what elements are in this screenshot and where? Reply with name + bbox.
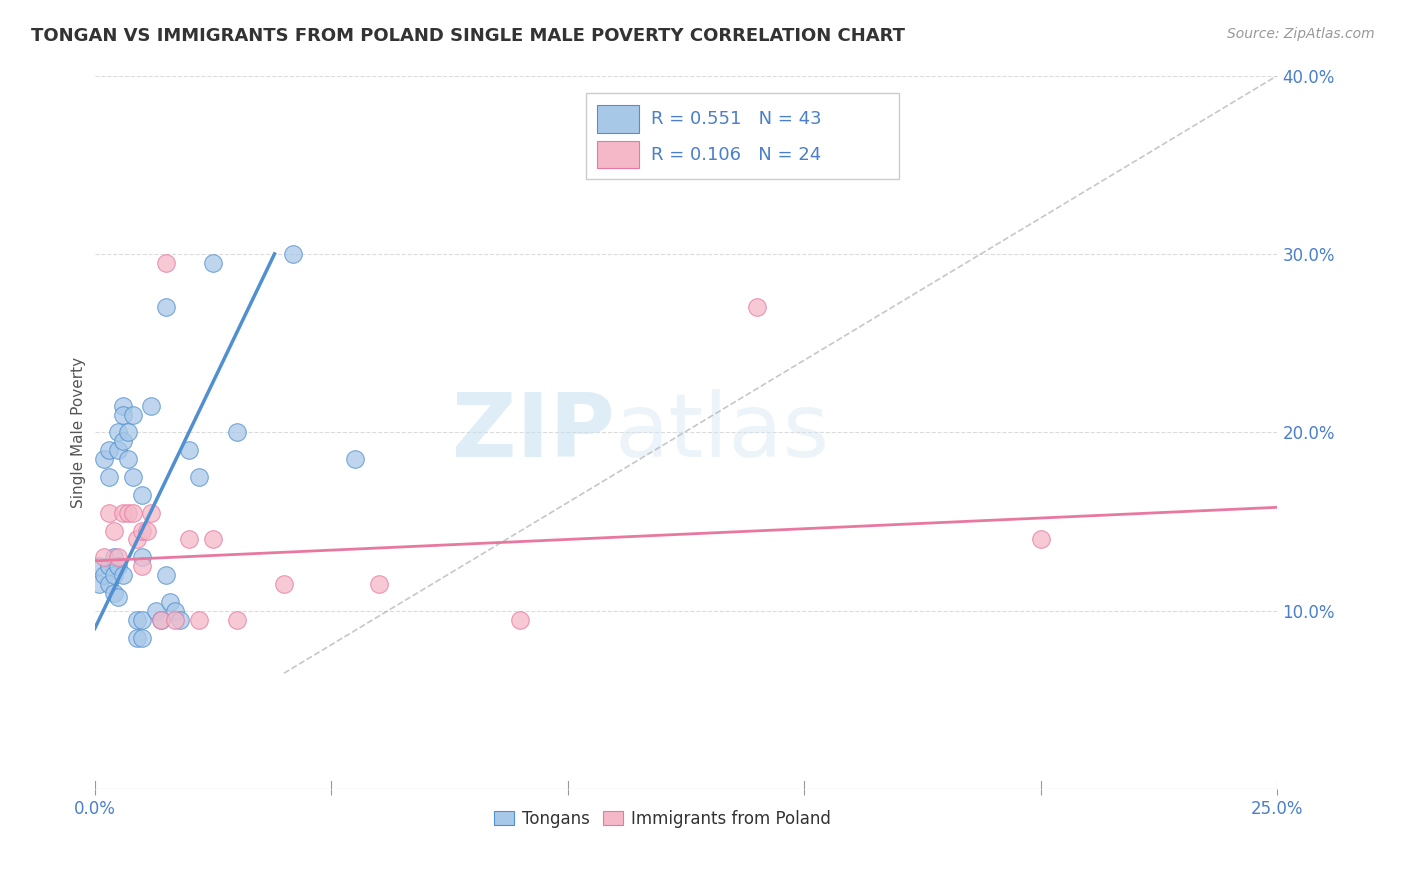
- Text: R = 0.551   N = 43: R = 0.551 N = 43: [651, 110, 821, 128]
- Point: [201, 256, 224, 270]
- Point: [117, 425, 139, 440]
- Point: [121, 408, 143, 422]
- Point: [131, 524, 153, 538]
- Point: [187, 470, 209, 484]
- Point: [112, 568, 135, 582]
- Point: [127, 613, 149, 627]
- Point: [107, 590, 129, 604]
- Point: [97, 559, 120, 574]
- Point: [131, 488, 153, 502]
- Point: [89, 577, 111, 591]
- Point: [159, 595, 181, 609]
- Point: [112, 399, 135, 413]
- Point: [127, 631, 149, 645]
- Point: [509, 613, 531, 627]
- Point: [103, 568, 125, 582]
- Point: [103, 550, 125, 565]
- Point: [131, 613, 153, 627]
- Point: [165, 604, 187, 618]
- Point: [145, 604, 167, 618]
- Text: atlas: atlas: [614, 389, 830, 475]
- Point: [117, 452, 139, 467]
- Point: [112, 506, 135, 520]
- Point: [107, 559, 129, 574]
- Point: [97, 443, 120, 458]
- Point: [112, 434, 135, 449]
- Text: R = 0.106   N = 24: R = 0.106 N = 24: [651, 145, 821, 164]
- Point: [187, 613, 209, 627]
- Point: [367, 577, 389, 591]
- Point: [343, 452, 366, 467]
- Point: [155, 256, 177, 270]
- Point: [97, 470, 120, 484]
- Point: [103, 586, 125, 600]
- Point: [107, 443, 129, 458]
- Point: [107, 550, 129, 565]
- Point: [149, 613, 172, 627]
- Point: [225, 425, 247, 440]
- Point: [135, 524, 157, 538]
- FancyBboxPatch shape: [598, 105, 638, 133]
- Legend: Tongans, Immigrants from Poland: Tongans, Immigrants from Poland: [486, 803, 838, 834]
- FancyBboxPatch shape: [585, 94, 898, 179]
- Point: [131, 550, 153, 565]
- FancyBboxPatch shape: [598, 141, 638, 169]
- Point: [97, 506, 120, 520]
- Point: [155, 568, 177, 582]
- Point: [155, 301, 177, 315]
- Point: [149, 613, 172, 627]
- Point: [225, 613, 247, 627]
- Point: [121, 470, 143, 484]
- Point: [131, 559, 153, 574]
- Text: Source: ZipAtlas.com: Source: ZipAtlas.com: [1227, 27, 1375, 41]
- Point: [141, 506, 163, 520]
- Point: [201, 533, 224, 547]
- Point: [89, 559, 111, 574]
- Text: TONGAN VS IMMIGRANTS FROM POLAND SINGLE MALE POVERTY CORRELATION CHART: TONGAN VS IMMIGRANTS FROM POLAND SINGLE …: [31, 27, 905, 45]
- Point: [165, 613, 187, 627]
- Point: [141, 399, 163, 413]
- Point: [117, 506, 139, 520]
- Point: [97, 577, 120, 591]
- Point: [112, 408, 135, 422]
- Point: [273, 577, 295, 591]
- Point: [121, 506, 143, 520]
- Point: [169, 613, 191, 627]
- Y-axis label: Single Male Poverty: Single Male Poverty: [72, 357, 86, 508]
- Point: [127, 533, 149, 547]
- Point: [283, 247, 305, 261]
- Text: ZIP: ZIP: [453, 389, 614, 475]
- Point: [131, 631, 153, 645]
- Point: [93, 452, 115, 467]
- Point: [1029, 533, 1052, 547]
- Point: [179, 443, 201, 458]
- Point: [93, 568, 115, 582]
- Point: [179, 533, 201, 547]
- Point: [745, 301, 768, 315]
- Point: [93, 550, 115, 565]
- Point: [107, 425, 129, 440]
- Point: [103, 524, 125, 538]
